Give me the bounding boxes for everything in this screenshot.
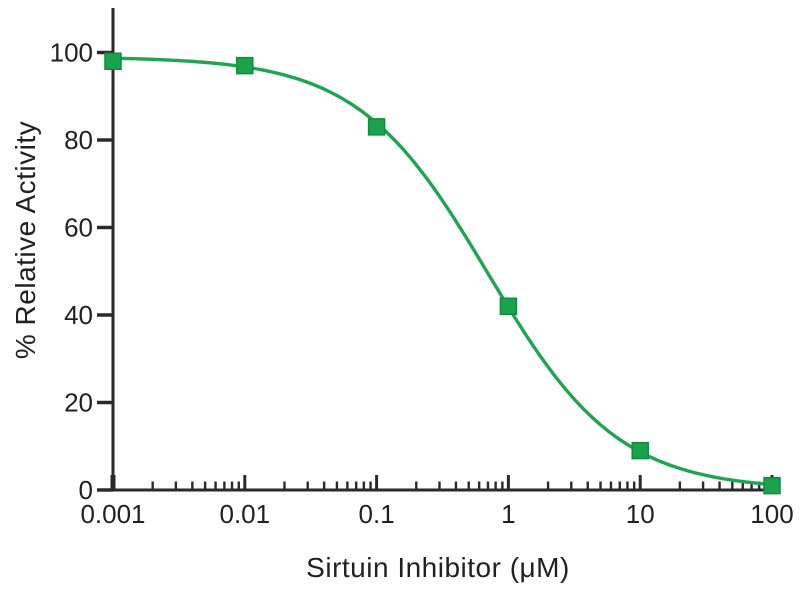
x-tick-label-0.1: 0.1 (359, 499, 395, 529)
data-point-0.01uM (236, 56, 254, 75)
y-tick-label-20: 20 (64, 388, 93, 418)
data-point-1uM (499, 297, 518, 315)
data-point-10uM (631, 441, 649, 460)
x-tick-label-0.001: 0.001 (80, 499, 145, 529)
data-point-0.1uM (367, 118, 386, 136)
data-point-100uM (763, 476, 781, 495)
y-axis-title: % Relative Activity (10, 120, 41, 360)
y-tick-label-100: 100 (50, 38, 93, 68)
fit-curve (111, 56, 772, 487)
x-tick-label-0.01: 0.01 (219, 499, 270, 529)
y-tick-label-60: 60 (64, 213, 93, 243)
x-axis-title: Sirtuin Inhibitor (μM) (306, 552, 570, 583)
x-tick-label-100: 100 (750, 499, 793, 529)
data-point-0.001uM (104, 52, 122, 70)
y-tick-label-0: 0 (79, 475, 93, 505)
x-tick-label-10: 10 (626, 499, 655, 529)
x-tick-label-1: 1 (501, 499, 515, 529)
y-tick-label-40: 40 (64, 300, 93, 330)
y-tick-label-80: 80 (64, 125, 93, 155)
